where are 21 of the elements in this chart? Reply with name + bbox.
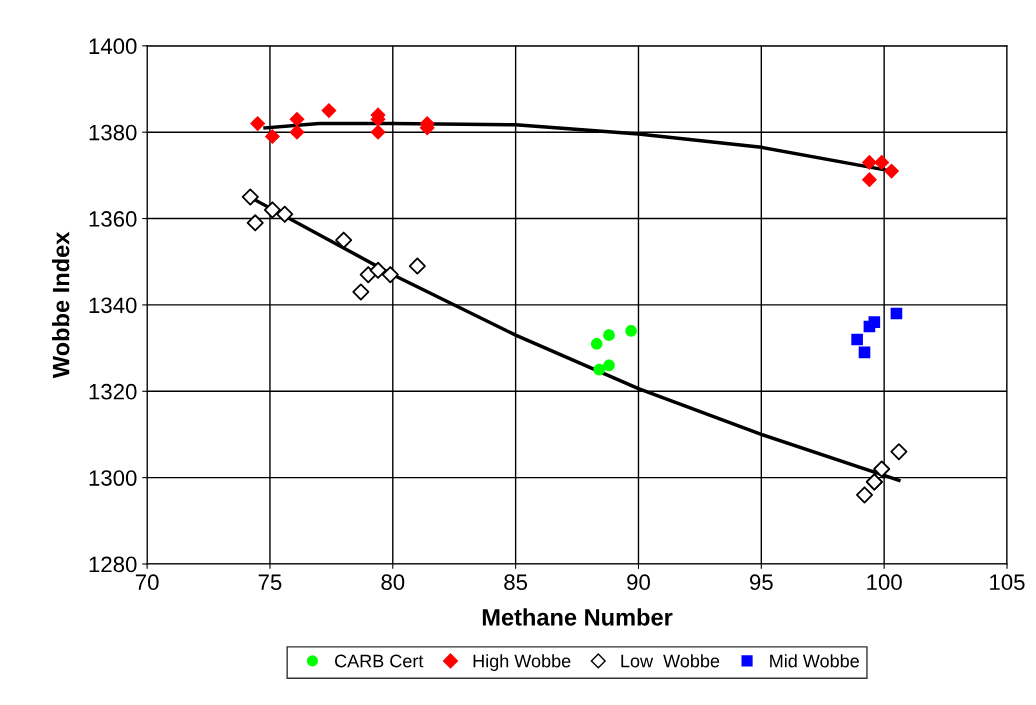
y-tick-label: 1340 (89, 297, 137, 314)
legend-label: CARB Cert (335, 654, 424, 668)
legend-label: Low Wobbe (621, 654, 720, 668)
y-tick-label: 1360 (89, 211, 137, 227)
x-tick-label: 105 (990, 574, 1025, 591)
legend-label: Mid Wobbe (770, 654, 859, 668)
y-tick-label: 1300 (89, 470, 137, 486)
y-tick-label: 1380 (89, 124, 137, 141)
x-tick-label: 100 (867, 574, 902, 591)
x-tick-label: 80 (381, 574, 405, 591)
x-tick-label: 95 (750, 574, 773, 591)
y-tick-label: 1400 (89, 38, 137, 55)
x-axis-title: Methane Number (482, 608, 673, 626)
y-tick-label: 1280 (89, 556, 137, 573)
legend-label: High Wobbe (473, 654, 571, 671)
y-axis-title: Wobbe Index (52, 231, 70, 379)
x-tick-label: 90 (627, 574, 650, 591)
x-tick-label: 70 (135, 574, 159, 591)
x-tick-label: 85 (504, 574, 528, 591)
x-tick-label: 75 (258, 574, 282, 591)
y-tick-label: 1320 (89, 383, 137, 400)
